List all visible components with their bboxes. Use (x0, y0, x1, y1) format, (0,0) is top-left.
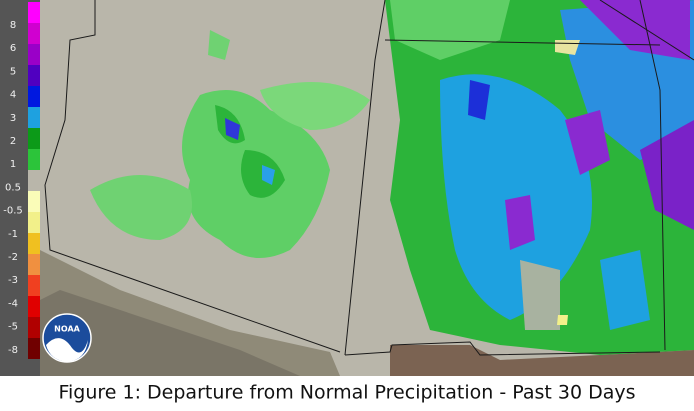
legend: 8 6 5 4 3 2 1 0.5 -0.5 -1 -2 -3 -4 -5 -8 (0, 0, 40, 376)
legend-label: 6 (10, 43, 16, 54)
legend-labels: 8 6 5 4 3 2 1 0.5 -0.5 -1 -2 -3 -4 -5 -8 (3, 20, 23, 356)
noaa-logo: NOAA (42, 313, 92, 363)
legend-label: 2 (10, 136, 16, 147)
legend-swatches (28, 2, 40, 359)
legend-label: -0.5 (3, 206, 23, 217)
legend-label: -5 (8, 322, 18, 333)
legend-label: -8 (8, 345, 18, 356)
legend-label: 1 (10, 159, 16, 170)
legend-label: 0.5 (5, 182, 21, 193)
map (0, 0, 694, 376)
legend-label: 4 (10, 90, 16, 101)
legend-label: -4 (8, 298, 18, 309)
caption: Figure 1: Departure from Normal Precipit… (58, 382, 635, 404)
legend-label: -1 (8, 229, 18, 240)
legend-label: 3 (10, 113, 16, 124)
legend-label: 5 (10, 66, 16, 77)
legend-label: -2 (8, 252, 18, 263)
logo-text: NOAA (54, 325, 80, 334)
legend-label: 8 (10, 20, 16, 31)
legend-label: -3 (8, 275, 18, 286)
